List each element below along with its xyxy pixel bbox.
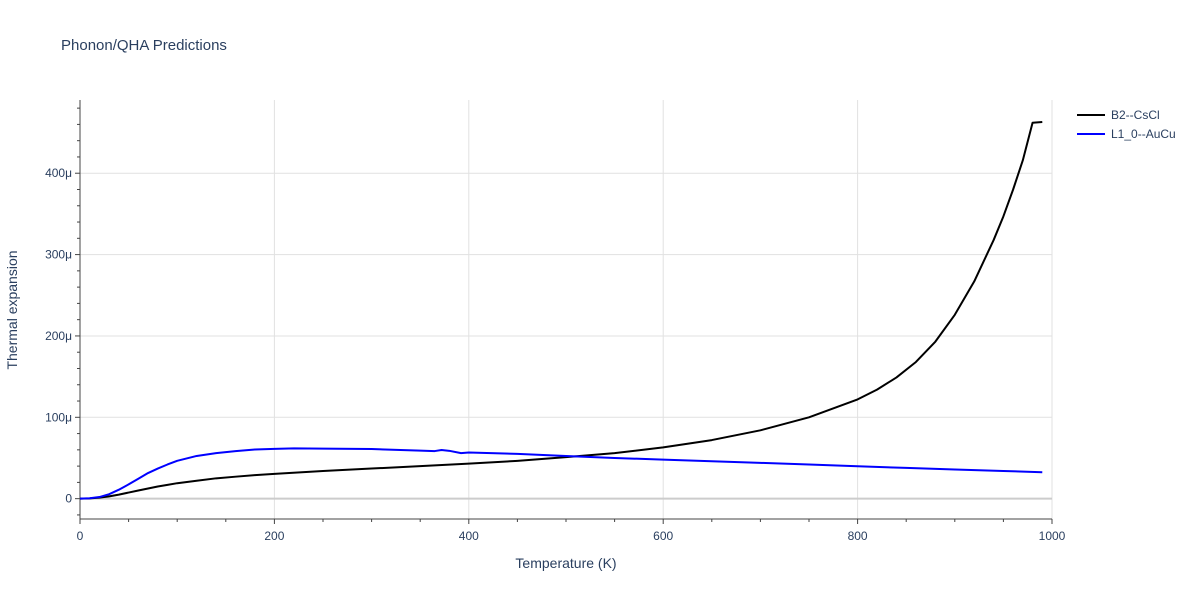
- series-line-2: [79, 447, 1043, 500]
- y-tick-label: 400μ: [45, 166, 72, 180]
- legend[interactable]: B2--CsCl L1_0--AuCu: [1077, 108, 1176, 141]
- x-tick-label: 800: [848, 529, 868, 543]
- plot-area: [79, 120, 1043, 500]
- axes: [75, 100, 1053, 524]
- x-tick-label: 400: [459, 529, 479, 543]
- y-tick-label: 0: [65, 492, 72, 506]
- x-tick-label: 600: [653, 529, 673, 543]
- y-tick-label: 200μ: [45, 329, 72, 343]
- legend-label: L1_0--AuCu: [1111, 127, 1176, 141]
- y-tick-label: 100μ: [45, 410, 72, 424]
- x-tick-label: 200: [264, 529, 284, 543]
- legend-label: B2--CsCl: [1111, 108, 1160, 122]
- y-tick-label: 300μ: [45, 248, 72, 262]
- chart-title: Phonon/QHA Predictions: [61, 37, 227, 54]
- legend-item-1[interactable]: B2--CsCl: [1077, 108, 1160, 122]
- x-tick-label: 0: [77, 529, 84, 543]
- series-line-1: [79, 120, 1043, 500]
- grid: [80, 100, 1053, 519]
- x-tick-label: 1000: [1039, 529, 1066, 543]
- x-axis-title: Temperature (K): [515, 555, 616, 571]
- tick-labels: 0 200 400 600 800 1000 0 100μ 200μ 300μ 400μ: [45, 166, 1066, 543]
- legend-item-2[interactable]: L1_0--AuCu: [1077, 127, 1176, 141]
- y-axis-title: Thermal expansion: [4, 250, 20, 369]
